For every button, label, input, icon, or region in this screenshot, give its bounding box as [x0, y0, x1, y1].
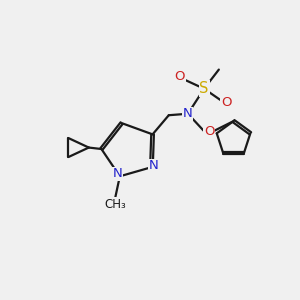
Text: CH₃: CH₃ [104, 198, 126, 211]
Text: O: O [204, 125, 214, 138]
Text: S: S [200, 81, 209, 96]
Text: N: N [183, 107, 193, 120]
Text: N: N [112, 167, 122, 180]
Text: O: O [174, 70, 185, 83]
Text: O: O [221, 96, 231, 109]
Text: N: N [149, 159, 159, 172]
